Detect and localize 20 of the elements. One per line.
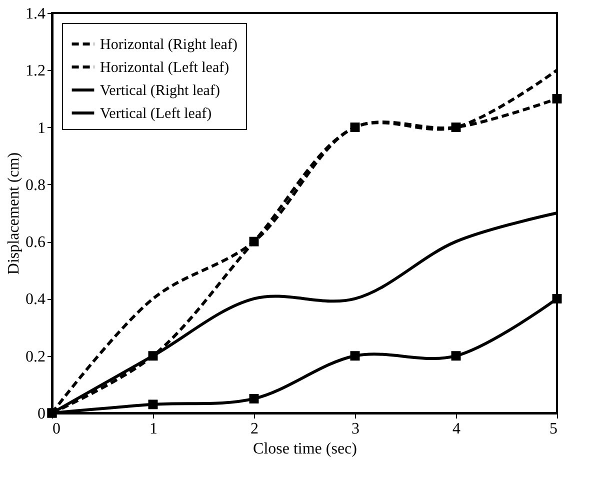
x-tick-label: 3: [352, 420, 360, 438]
legend-label: Horizontal (Right leaf): [100, 37, 238, 53]
x-tick-label: 0: [52, 420, 60, 438]
legend-label: Vertical (Right leaf): [100, 83, 220, 99]
y-tick-label: 0.8: [26, 176, 46, 194]
x-tick-label: 2: [250, 420, 258, 438]
x-axis-title: Close time (sec): [253, 440, 357, 458]
y-tick-label: 0.4: [26, 291, 46, 308]
y-tick-label: 0: [38, 406, 46, 422]
x-tick-label: 1: [150, 420, 158, 438]
legend-label: Horizontal (Left leaf): [100, 60, 230, 76]
x-tick-label: 4: [452, 420, 460, 438]
x-tick-label: 5: [550, 420, 558, 438]
y-tick-label: 1.4: [26, 6, 46, 22]
y-tick-label: 0.2: [26, 348, 46, 366]
y-tick-label: 0.6: [26, 234, 46, 252]
y-tick-label: 1.2: [26, 62, 46, 80]
y-axis-title: Displacement (cm): [6, 152, 22, 275]
legend-label: Vertical (Left leaf): [100, 106, 212, 122]
y-tick-label: 1: [38, 120, 46, 137]
